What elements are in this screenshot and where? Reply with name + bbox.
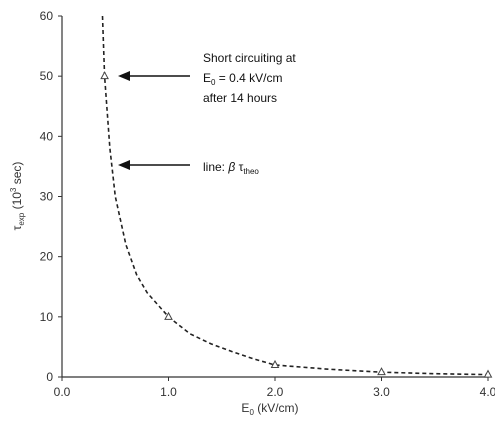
data-point <box>483 369 493 378</box>
annotation-line-label: line: β τtheo <box>203 160 259 176</box>
y-tick-label: 20 <box>40 250 54 264</box>
annotation-short-circuit-line1: Short circuiting at <box>203 51 296 65</box>
x-tick-label: 2.0 <box>267 385 284 399</box>
x-axis-label: E0 (kV/cm) <box>241 401 298 417</box>
y-tick-label: 50 <box>40 69 54 83</box>
annotation-short-circuit-line2: E0 = 0.4 kV/cm <box>203 71 283 87</box>
y-tick-group: 0 10 20 30 40 50 60 <box>40 9 62 384</box>
data-markers <box>100 71 493 378</box>
x-tick-group: 0.0 1.0 2.0 3.0 4.0 <box>54 377 495 399</box>
y-tick-label: 60 <box>40 9 54 23</box>
annotation-short-circuit-line3: after 14 hours <box>203 91 277 105</box>
data-point <box>100 71 109 80</box>
y-axis-label: τexp (103 sec) <box>9 162 26 231</box>
y-tick-label: 30 <box>40 190 54 204</box>
data-point <box>377 367 386 376</box>
fitted-curve-line <box>101 15 489 376</box>
y-tick-label: 40 <box>40 129 54 143</box>
data-point <box>270 359 280 368</box>
y-tick-label: 0 <box>46 370 53 384</box>
arrow-short-circuit <box>118 71 190 81</box>
x-tick-label: 4.0 <box>480 385 495 399</box>
arrow-line-label <box>118 160 190 170</box>
y-tick-label: 10 <box>40 310 54 324</box>
data-point <box>164 311 173 320</box>
x-tick-label: 1.0 <box>160 385 177 399</box>
x-tick-label: 3.0 <box>373 385 390 399</box>
x-tick-label: 0.0 <box>54 385 71 399</box>
